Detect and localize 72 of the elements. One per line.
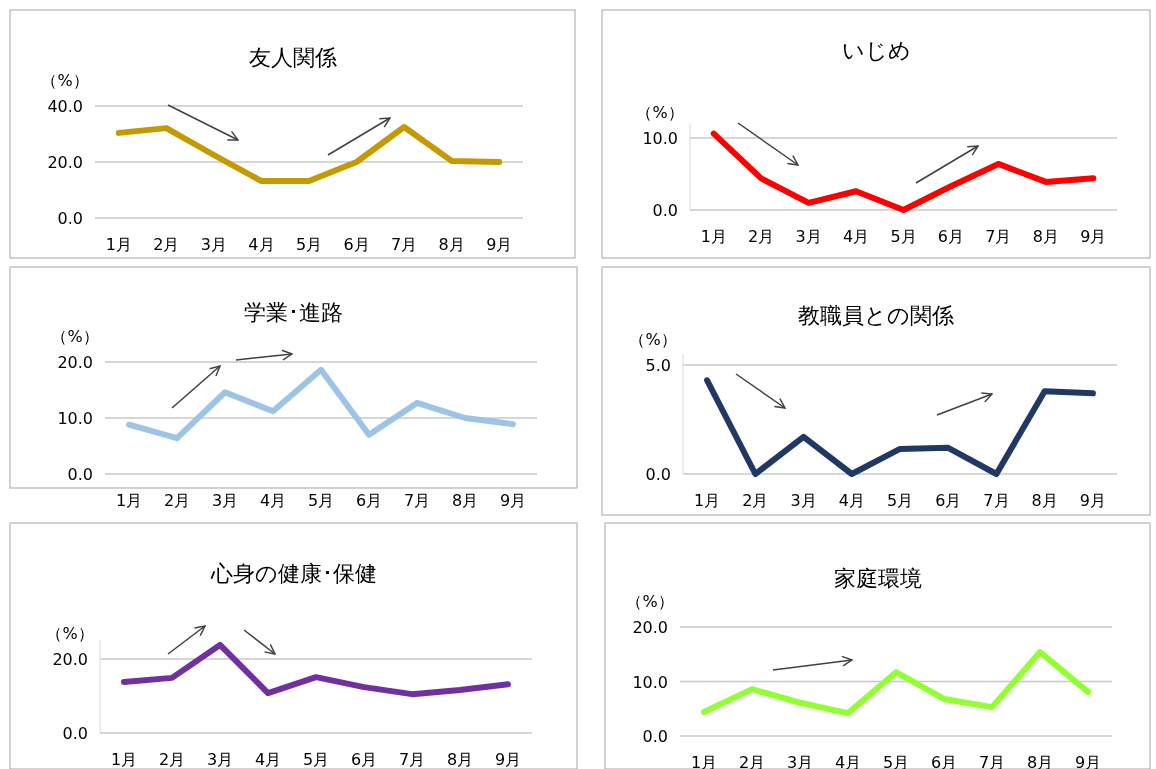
x-tick-label: 4月 (838, 491, 865, 510)
x-tick-label: 2月 (153, 235, 180, 254)
y-axis-title: （%） (46, 624, 94, 643)
x-tick-label: 7月 (398, 750, 426, 769)
y-tick-label: 10.0 (57, 409, 93, 428)
x-tick-label: 7月 (391, 235, 418, 254)
y-tick-label: 0.0 (652, 201, 678, 220)
x-tick-label: 3月 (206, 750, 234, 769)
x-tick-label: 7月 (985, 227, 1012, 246)
x-tick-label: 6月 (937, 227, 965, 246)
y-tick-label: 20.0 (57, 353, 93, 372)
chart-title: 学業･進路 (244, 300, 343, 325)
y-tick-label: 20.0 (47, 153, 83, 172)
x-tick-label: 5月 (302, 750, 330, 769)
x-tick-label: 7月 (983, 491, 1010, 510)
x-tick-label: 1月 (115, 491, 143, 510)
y-axis-title: （%） (629, 330, 677, 349)
chart-title: 友人関係 (248, 45, 337, 70)
x-tick-label: 8月 (1031, 491, 1058, 510)
x-tick-label: 4月 (842, 227, 870, 246)
y-tick-label: 0.0 (645, 465, 671, 484)
x-tick-label: 5月 (890, 227, 917, 246)
y-tick-label: 40.0 (47, 97, 83, 116)
x-tick-label: 9月 (486, 235, 513, 254)
y-tick-label: 0.0 (67, 465, 93, 484)
x-tick-label: 6月 (350, 750, 378, 769)
x-tick-label: 1月 (110, 750, 138, 769)
x-tick-label: 1月 (700, 227, 727, 246)
x-tick-label: 8月 (438, 235, 465, 254)
x-tick-label: 1月 (694, 491, 721, 510)
x-tick-label: 2月 (163, 491, 191, 510)
x-tick-label: 3月 (211, 491, 239, 510)
x-tick-label: 5月 (295, 235, 323, 254)
y-tick-label: 0.0 (642, 727, 668, 746)
y-axis-title: （%） (41, 71, 89, 90)
y-tick-label: 5.0 (645, 356, 671, 375)
x-tick-label: 4月 (248, 235, 275, 254)
x-tick-label: 2月 (158, 750, 186, 769)
y-tick-label: 20.0 (52, 650, 88, 669)
x-tick-label: 5月 (307, 491, 335, 510)
x-tick-label: 3月 (200, 235, 227, 254)
x-tick-label: 4月 (254, 750, 282, 769)
x-tick-label: 9月 (499, 491, 527, 510)
y-axis-title: （%） (626, 592, 674, 611)
x-tick-label: 5月 (886, 491, 914, 510)
x-tick-label: 1月 (105, 235, 132, 254)
y-tick-label: 10.0 (642, 129, 678, 148)
x-tick-label: 7月 (403, 491, 431, 510)
x-tick-label: 9月 (1080, 227, 1107, 246)
y-axis-title: （%） (636, 103, 684, 122)
x-tick-label: 3月 (790, 491, 817, 510)
x-tick-label: 3月 (795, 227, 822, 246)
x-tick-label: 6月 (355, 491, 383, 510)
x-tick-label: 4月 (259, 491, 287, 510)
x-tick-label: 9月 (1079, 491, 1106, 510)
x-tick-label: 6月 (343, 235, 370, 254)
x-tick-label: 2月 (742, 491, 769, 510)
chart-title: いじめ (841, 38, 911, 63)
y-tick-label: 10.0 (632, 672, 668, 692)
x-tick-label: 8月 (1032, 227, 1059, 246)
x-tick-label: 6月 (935, 491, 962, 510)
y-tick-label: 0.0 (62, 724, 88, 743)
chart-title: 教職員との関係 (798, 303, 954, 328)
y-tick-label: 20.0 (632, 618, 668, 637)
chart-title: 家庭環境 (833, 566, 922, 591)
y-axis-title: （%） (51, 327, 99, 346)
x-tick-label: 9月 (494, 750, 522, 769)
y-tick-label: 0.0 (57, 209, 83, 228)
chart-title: 心身の健康･保健 (209, 561, 377, 586)
x-tick-label: 8月 (446, 750, 474, 769)
x-tick-label: 8月 (451, 491, 479, 510)
x-tick-label: 2月 (748, 227, 775, 246)
